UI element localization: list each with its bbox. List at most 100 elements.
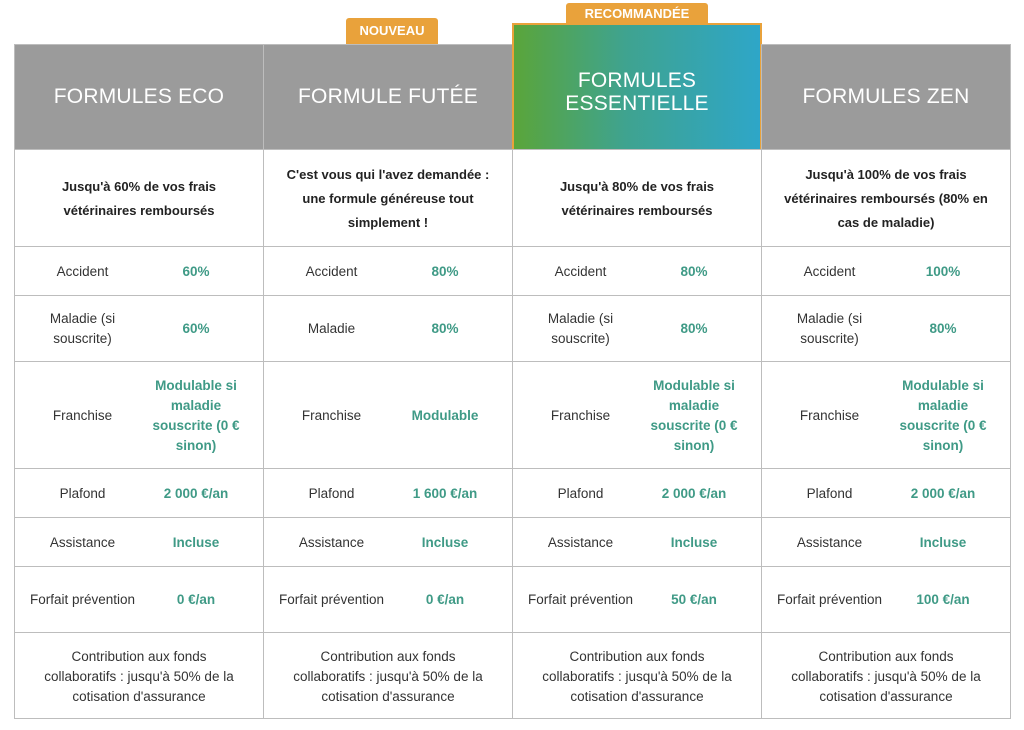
accident-value: 80% bbox=[431, 263, 459, 279]
franchise-value: Modulable si maladie souscrite (0 € sino… bbox=[152, 377, 240, 453]
accident-value: 100% bbox=[925, 263, 961, 279]
assistance-value: Incluse bbox=[670, 534, 718, 550]
plan-title: FORMULE FUTÉE bbox=[298, 85, 478, 109]
plan-header: FORMULES ECO bbox=[15, 45, 263, 149]
plan-description-row: Jusqu'à 80% de vos frais vétérinaires re… bbox=[513, 149, 761, 247]
plafond-value: 1 600 €/an bbox=[412, 485, 478, 501]
franchise-row: Franchise Modulable si maladie souscrite … bbox=[762, 361, 1010, 469]
contribution-text: Contribution aux fonds collaboratifs : j… bbox=[293, 649, 483, 704]
franchise-row: Franchise Modulable bbox=[264, 361, 512, 469]
prevention-row: Forfait prévention 100 €/an bbox=[762, 566, 1010, 633]
plan-header: FORMULE FUTÉE bbox=[264, 45, 512, 149]
maladie-value: 60% bbox=[182, 321, 210, 336]
prevention-row: Forfait prévention 0 €/an bbox=[264, 566, 512, 633]
contribution-text: Contribution aux fonds collaboratifs : j… bbox=[791, 649, 981, 704]
assistance-label: Assistance bbox=[796, 534, 863, 550]
maladie-label: Maladie (si souscrite) bbox=[49, 311, 116, 346]
maladie-value: 80% bbox=[929, 321, 957, 336]
franchise-value: Modulable bbox=[411, 407, 479, 423]
assistance-label: Assistance bbox=[547, 534, 614, 550]
accident-row: Accident 100% bbox=[762, 246, 1010, 296]
plafond-row: Plafond 2 000 €/an bbox=[762, 468, 1010, 518]
maladie-row: Maladie (si souscrite) 60% bbox=[15, 295, 263, 362]
plafond-label: Plafond bbox=[557, 485, 604, 501]
plafond-value: 2 000 €/an bbox=[661, 485, 727, 501]
plan-description: Jusqu'à 80% de vos frais vétérinaires re… bbox=[559, 178, 715, 218]
accident-row: Accident 80% bbox=[264, 246, 512, 296]
plan-column-futee: FORMULE FUTÉE C'est vous qui l'avez dema… bbox=[263, 44, 513, 719]
franchise-label: Franchise bbox=[52, 407, 113, 423]
maladie-row: Maladie (si souscrite) 80% bbox=[513, 295, 761, 362]
assistance-row: Assistance Incluse bbox=[513, 517, 761, 567]
plafond-value: 2 000 €/an bbox=[163, 485, 229, 501]
plafond-row: Plafond 2 000 €/an bbox=[513, 468, 761, 518]
pricing-table: FORMULES ECO Jusqu'à 60% de vos frais vé… bbox=[14, 23, 1011, 721]
maladie-value: 80% bbox=[431, 321, 459, 336]
contribution-text: Contribution aux fonds collaboratifs : j… bbox=[44, 649, 234, 704]
plafond-label: Plafond bbox=[308, 485, 355, 501]
plan-column-eco: FORMULES ECO Jusqu'à 60% de vos frais vé… bbox=[14, 44, 264, 719]
prevention-label: Forfait prévention bbox=[527, 592, 634, 607]
prevention-value: 0 €/an bbox=[425, 592, 465, 607]
assistance-value: Incluse bbox=[919, 534, 967, 550]
maladie-row: Maladie 80% bbox=[264, 295, 512, 362]
accident-value: 80% bbox=[680, 263, 708, 279]
accident-label: Accident bbox=[56, 263, 109, 279]
plan-description: C'est vous qui l'avez demandée : une for… bbox=[286, 166, 490, 230]
plafond-row: Plafond 2 000 €/an bbox=[15, 468, 263, 518]
maladie-label: Maladie (si souscrite) bbox=[547, 311, 614, 346]
assistance-row: Assistance Incluse bbox=[762, 517, 1010, 567]
plafond-label: Plafond bbox=[806, 485, 853, 501]
plan-title: FORMULES ZEN bbox=[802, 85, 970, 109]
franchise-row: Franchise Modulable si maladie souscrite … bbox=[15, 361, 263, 469]
plan-description-row: Jusqu'à 60% de vos frais vétérinaires re… bbox=[15, 149, 263, 247]
prevention-value: 0 €/an bbox=[176, 592, 216, 607]
prevention-row: Forfait prévention 0 €/an bbox=[15, 566, 263, 633]
assistance-label: Assistance bbox=[49, 534, 116, 550]
contribution-row: Contribution aux fonds collaboratifs : j… bbox=[264, 632, 512, 721]
assistance-value: Incluse bbox=[421, 534, 469, 550]
plafond-label: Plafond bbox=[59, 485, 106, 501]
contribution-row: Contribution aux fonds collaboratifs : j… bbox=[513, 632, 761, 721]
franchise-label: Franchise bbox=[301, 407, 362, 423]
prevention-value: 100 €/an bbox=[916, 592, 970, 607]
plan-title: FORMULES ESSENTIELLE bbox=[565, 68, 709, 115]
plafond-row: Plafond 1 600 €/an bbox=[264, 468, 512, 518]
plan-description: Jusqu'à 100% de vos frais vétérinaires r… bbox=[784, 166, 988, 230]
nouveau-badge: NOUVEAU bbox=[346, 18, 438, 44]
plan-header-recommended: FORMULES ESSENTIELLE bbox=[512, 23, 762, 149]
franchise-label: Franchise bbox=[550, 407, 611, 423]
maladie-value: 80% bbox=[680, 321, 708, 336]
prevention-label: Forfait prévention bbox=[278, 592, 385, 607]
maladie-label: Maladie bbox=[307, 321, 356, 336]
assistance-row: Assistance Incluse bbox=[15, 517, 263, 567]
prevention-value: 50 €/an bbox=[671, 592, 717, 607]
contribution-row: Contribution aux fonds collaboratifs : j… bbox=[15, 632, 263, 721]
accident-row: Accident 60% bbox=[15, 246, 263, 296]
contribution-text: Contribution aux fonds collaboratifs : j… bbox=[542, 649, 732, 704]
plan-description-row: C'est vous qui l'avez demandée : une for… bbox=[264, 149, 512, 247]
franchise-value: Modulable si maladie souscrite (0 € sino… bbox=[899, 377, 987, 453]
maladie-label: Maladie (si souscrite) bbox=[796, 311, 863, 346]
prevention-label: Forfait prévention bbox=[776, 592, 883, 607]
plan-column-essentielle: FORMULES ESSENTIELLE Jusqu'à 80% de vos … bbox=[512, 23, 762, 721]
maladie-row: Maladie (si souscrite) 80% bbox=[762, 295, 1010, 362]
accident-label: Accident bbox=[554, 263, 607, 279]
assistance-row: Assistance Incluse bbox=[264, 517, 512, 567]
plan-description: Jusqu'à 60% de vos frais vétérinaires re… bbox=[61, 178, 217, 218]
assistance-label: Assistance bbox=[298, 534, 365, 550]
assistance-value: Incluse bbox=[172, 534, 220, 550]
accident-row: Accident 80% bbox=[513, 246, 761, 296]
plan-column-zen: FORMULES ZEN Jusqu'à 100% de vos frais v… bbox=[761, 44, 1011, 719]
accident-label: Accident bbox=[803, 263, 856, 279]
prevention-row: Forfait prévention 50 €/an bbox=[513, 566, 761, 633]
accident-value: 60% bbox=[182, 263, 210, 279]
plan-title: FORMULES ECO bbox=[53, 85, 225, 109]
accident-label: Accident bbox=[305, 263, 358, 279]
plan-description-row: Jusqu'à 100% de vos frais vétérinaires r… bbox=[762, 149, 1010, 247]
franchise-row: Franchise Modulable si maladie souscrite … bbox=[513, 361, 761, 469]
plafond-value: 2 000 €/an bbox=[910, 485, 976, 501]
prevention-label: Forfait prévention bbox=[29, 592, 136, 607]
plan-header: FORMULES ZEN bbox=[762, 45, 1010, 149]
contribution-row: Contribution aux fonds collaboratifs : j… bbox=[762, 632, 1010, 721]
